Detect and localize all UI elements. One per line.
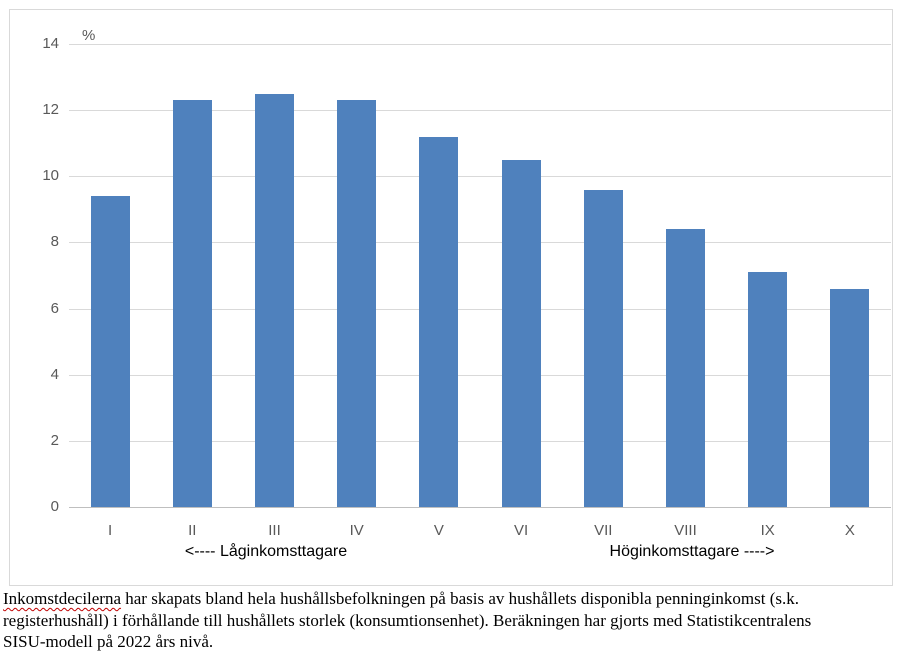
caption: Inkomstdecilerna har skapats bland hela … xyxy=(3,588,893,653)
y-tick-label-4: 4 xyxy=(50,365,59,383)
x-tick-label-II: II xyxy=(188,522,197,539)
gridline-6 xyxy=(69,308,891,310)
gridline-8 xyxy=(69,242,891,244)
gridline-4 xyxy=(69,374,891,376)
y-tick-label-6: 6 xyxy=(50,299,59,317)
misspelled-word: Inkomstdecilerna xyxy=(3,589,122,608)
y-tick-label-8: 8 xyxy=(50,233,59,251)
x-tick-label-I: I xyxy=(108,522,113,539)
bar-decile-X xyxy=(830,288,870,507)
caption-line-3: SISU-modell på 2022 års nivå. xyxy=(3,632,214,652)
bar-decile-VI xyxy=(501,159,541,507)
x-tick-label-X: X xyxy=(844,522,855,539)
bar-decile-III xyxy=(255,93,294,507)
y-axis-unit-label: % xyxy=(82,27,96,44)
x-tick-label-IV: IV xyxy=(349,522,364,539)
gridline-12 xyxy=(69,110,891,112)
caption-line-1: Inkomstdecilerna har skapats bland hela … xyxy=(3,589,800,608)
x-tick-label-VI: VI xyxy=(514,522,529,539)
bar-decile-II xyxy=(172,100,212,507)
y-tick-label-2: 2 xyxy=(50,431,59,449)
y-tick-label-14: 14 xyxy=(42,35,59,52)
bar-decile-I xyxy=(90,196,130,507)
x-tick-label-V: V xyxy=(433,522,444,539)
chart-object[interactable]: % 0 2 4 6 8 10 12 14 I II III IV V VI VII VIII IX X <---… xyxy=(9,9,893,586)
gridline-14 xyxy=(69,44,891,45)
bar-decile-VII xyxy=(583,189,623,507)
bar-decile-IV xyxy=(337,100,377,507)
x-tick-label-IX: IX xyxy=(760,522,775,539)
y-tick-label-10: 10 xyxy=(42,167,59,185)
y-tick-label-12: 12 xyxy=(42,101,59,119)
x-tick-label-III: III xyxy=(268,522,281,539)
x-tick-label-VII: VII xyxy=(594,522,613,539)
bar-decile-VIII xyxy=(666,229,705,507)
gridline-2 xyxy=(69,440,891,442)
low-income-direction-label: <---- Låginkomsttagare xyxy=(184,543,348,560)
x-axis-line xyxy=(69,507,891,508)
bar-decile-V xyxy=(419,136,459,507)
high-income-direction-label: Höginkomsttagare ----> xyxy=(609,543,775,560)
x-tick-label-VIII: VIII xyxy=(674,522,697,539)
bar-decile-IX xyxy=(748,272,788,507)
y-tick-label-0: 0 xyxy=(50,498,59,515)
caption-line-2: registerhushåll) i förhållande till hush… xyxy=(3,610,812,630)
gridline-10 xyxy=(69,176,891,178)
